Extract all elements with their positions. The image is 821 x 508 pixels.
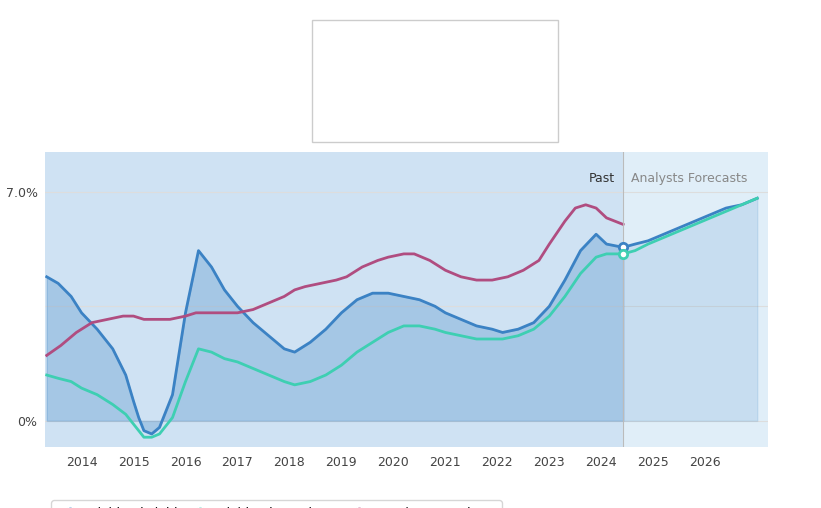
Legend: Dividend Yield, Dividend Per Share, Earnings Per Share: Dividend Yield, Dividend Per Share, Earn…: [52, 500, 502, 508]
Bar: [623, 152, 768, 447]
Text: Earnings Per Share: Earnings Per Share: [324, 121, 430, 132]
Text: /yr: /yr: [468, 60, 484, 71]
Text: 5.3%: 5.3%: [447, 60, 478, 71]
Text: CN¥​0.537: CN¥​0.537: [447, 91, 507, 101]
Text: Analysts Forecasts: Analysts Forecasts: [631, 172, 747, 185]
Text: Dividend Per Share: Dividend Per Share: [324, 91, 431, 101]
FancyBboxPatch shape: [312, 20, 558, 142]
Text: May 26 2024: May 26 2024: [324, 28, 409, 42]
Text: /yr: /yr: [482, 91, 497, 101]
Text: Past: Past: [589, 172, 616, 185]
Bar: [45, 152, 623, 447]
Text: Dividend Yield: Dividend Yield: [324, 60, 404, 71]
Text: No data: No data: [447, 121, 491, 132]
